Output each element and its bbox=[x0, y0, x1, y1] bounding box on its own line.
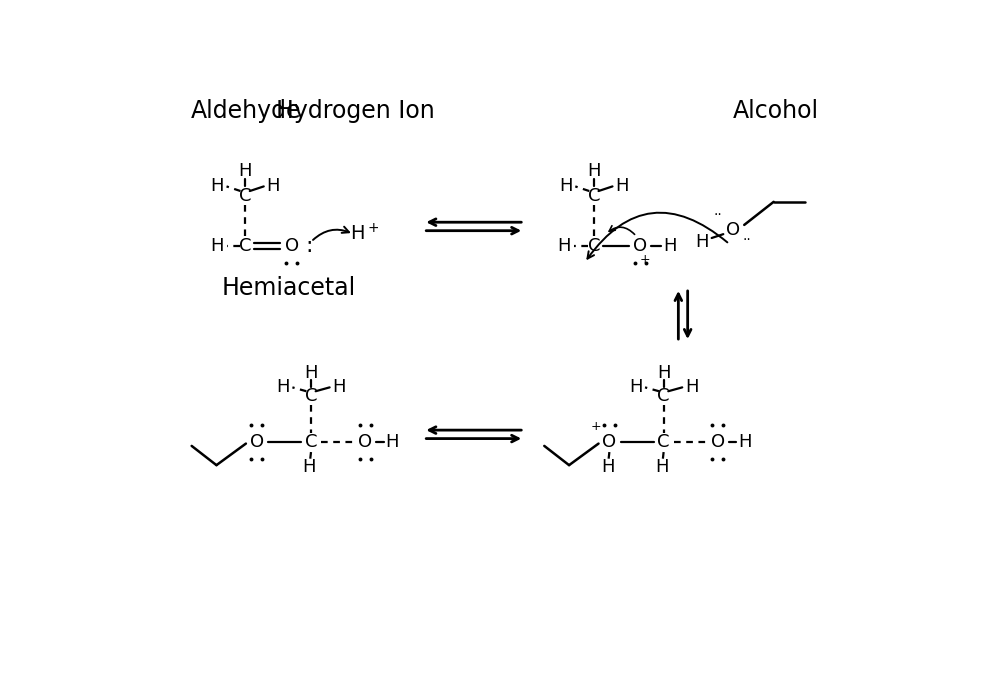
Text: H: H bbox=[559, 176, 573, 195]
Text: H: H bbox=[657, 364, 670, 382]
Text: H: H bbox=[696, 233, 709, 251]
Text: O: O bbox=[711, 433, 725, 451]
Text: Aldehyde: Aldehyde bbox=[191, 99, 301, 123]
Text: H: H bbox=[266, 176, 280, 195]
Text: C: C bbox=[305, 433, 317, 451]
Text: H: H bbox=[655, 458, 669, 477]
Text: C: C bbox=[239, 187, 251, 204]
Text: H: H bbox=[332, 377, 346, 395]
Text: C: C bbox=[657, 387, 670, 405]
Text: O: O bbox=[285, 237, 299, 255]
Text: O: O bbox=[633, 237, 647, 255]
Text: +: + bbox=[591, 420, 602, 433]
Text: Hemiacetal: Hemiacetal bbox=[222, 276, 356, 300]
Text: H: H bbox=[738, 433, 752, 451]
Text: +: + bbox=[640, 253, 650, 266]
Text: H: H bbox=[238, 162, 252, 180]
Text: C: C bbox=[239, 237, 251, 255]
Text: H: H bbox=[210, 237, 224, 255]
Text: H: H bbox=[276, 377, 290, 395]
Text: O: O bbox=[250, 433, 264, 451]
Text: O: O bbox=[602, 433, 616, 451]
Text: H: H bbox=[210, 176, 224, 195]
Text: O: O bbox=[358, 433, 372, 451]
Text: H: H bbox=[386, 433, 399, 451]
Text: C: C bbox=[588, 187, 600, 204]
Text: H: H bbox=[629, 377, 642, 395]
Text: Alcohol: Alcohol bbox=[733, 99, 819, 123]
Text: H: H bbox=[587, 162, 601, 180]
Text: O: O bbox=[726, 221, 740, 239]
Text: C: C bbox=[657, 433, 670, 451]
Text: ··: ·· bbox=[714, 208, 722, 222]
Text: H: H bbox=[663, 237, 677, 255]
Text: ··: ·· bbox=[743, 233, 752, 247]
Text: H: H bbox=[304, 364, 318, 382]
Text: H: H bbox=[303, 458, 316, 477]
Text: Hydrogen Ion: Hydrogen Ion bbox=[276, 99, 435, 123]
Text: C: C bbox=[588, 237, 600, 255]
Text: :: : bbox=[305, 236, 312, 256]
Text: H: H bbox=[685, 377, 698, 395]
Text: H: H bbox=[558, 237, 571, 255]
Text: H: H bbox=[601, 458, 615, 477]
Text: C: C bbox=[305, 387, 317, 405]
Text: H$^+$: H$^+$ bbox=[350, 223, 380, 245]
Text: H: H bbox=[615, 176, 629, 195]
